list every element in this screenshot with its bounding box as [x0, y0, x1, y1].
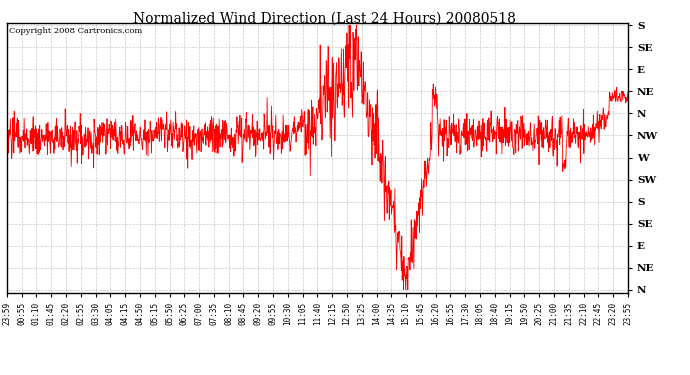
- Text: Normalized Wind Direction (Last 24 Hours) 20080518: Normalized Wind Direction (Last 24 Hours…: [133, 11, 515, 25]
- Text: Copyright 2008 Cartronics.com: Copyright 2008 Cartronics.com: [9, 27, 142, 34]
